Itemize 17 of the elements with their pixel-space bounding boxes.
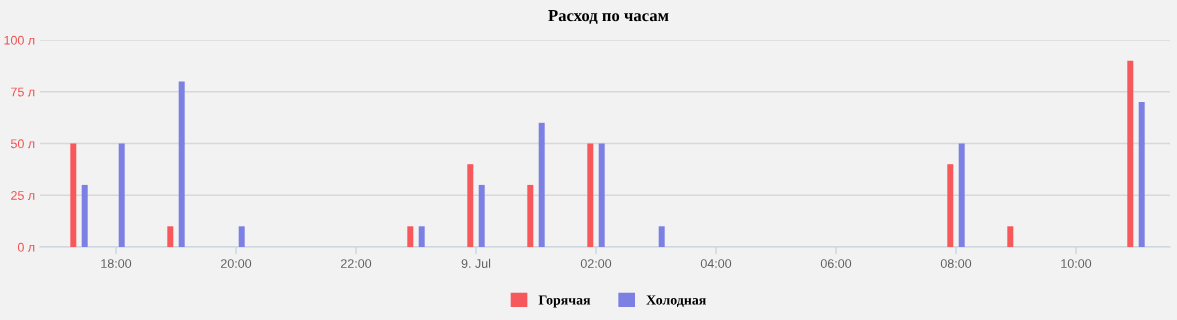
x-tick-label: 08:00 [940,259,972,268]
x-tick-label: 02:00 [580,259,612,268]
y-tick-label: 25 л [11,191,35,200]
y-tick-label: 75 л [11,87,35,97]
y-tick-label: 100 л [4,35,35,45]
x-tick-label: 20:00 [220,259,252,268]
legend-label: Холодная [646,295,706,307]
x-tick-label: 9. Jul [461,258,491,268]
x-tick-label: 04:00 [700,259,732,268]
legend-label: Горячая [538,295,591,308]
x-tick-label: 18:00 [101,259,132,268]
x-tick-label: 10:00 [1061,259,1092,268]
x-tick-label: 22:00 [340,259,372,268]
y-tick-label: 50 л [10,139,35,149]
chart-title: Расход по часам [548,10,669,24]
x-tick-label: 06:00 [820,259,852,268]
y-tick-label: 0 л [17,242,35,252]
